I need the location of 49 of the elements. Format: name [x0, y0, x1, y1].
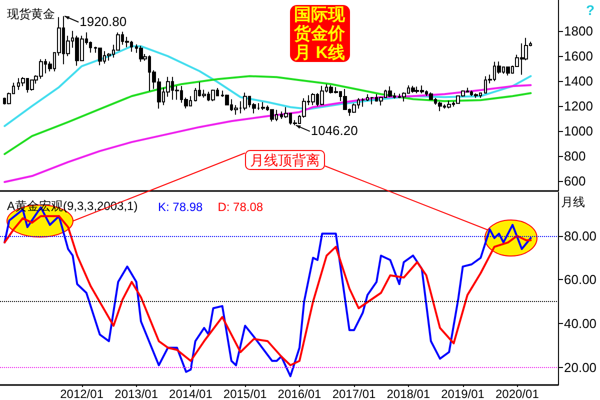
candlestick — [211, 89, 215, 102]
y-tick-label: 40.00 — [564, 316, 597, 332]
text: 月线 — [561, 194, 585, 211]
candlestick — [361, 98, 365, 108]
candlestick — [370, 96, 374, 105]
text: ? — [586, 2, 595, 18]
y-tick-label: 60.00 — [564, 272, 597, 288]
y-tick-label: 1400 — [564, 74, 593, 89]
candlestick — [139, 45, 143, 62]
candlestick — [311, 92, 315, 106]
x-tick-label: 2017/01 — [332, 387, 376, 400]
annotation: 国际现货金价月 K线 — [290, 5, 350, 62]
candlestick — [388, 86, 392, 98]
candlestick — [98, 47, 102, 66]
annotation: 1046.20 — [310, 123, 358, 138]
x-tick-label: 2015/01 — [223, 387, 268, 400]
candlestick — [270, 108, 274, 122]
annotation: 月线顶背离 — [245, 150, 325, 170]
line-series — [4, 45, 532, 128]
y-tick-label: 1600 — [564, 48, 593, 64]
text: K: 78.98 — [158, 200, 204, 214]
candlestick — [438, 101, 442, 112]
candlestick — [447, 100, 451, 109]
y-tick-label: 1000 — [564, 124, 593, 139]
line-series — [4, 84, 532, 184]
candlestick — [429, 92, 433, 100]
x-tick-label: 2020/01 — [495, 387, 540, 400]
y-tick-label: 20.00 — [564, 360, 597, 375]
text: D: 78.08 — [218, 200, 264, 214]
candlestick — [261, 102, 265, 110]
x-tick-label: 2016/01 — [278, 387, 322, 400]
candlestick — [411, 85, 415, 94]
annotation: 1920.80 — [80, 14, 127, 30]
y-tick-label: 600 — [564, 174, 586, 189]
y-tick-label: 800 — [564, 148, 586, 164]
candlestick — [506, 66, 510, 76]
x-tick-label: 2014/01 — [169, 387, 213, 400]
x-tick-label: 2018/01 — [386, 387, 430, 400]
candlestick — [474, 92, 478, 98]
x-tick-label: 2013/01 — [114, 387, 158, 400]
candlestick — [320, 85, 324, 106]
candlestick — [243, 92, 247, 111]
y-tick-label: 1200 — [564, 98, 593, 114]
y-tick-label: 80.00 — [564, 228, 597, 244]
candlestick — [30, 79, 34, 92]
y-tick-label: 1800 — [564, 24, 593, 39]
text: 现货黄金 — [7, 7, 55, 21]
x-tick-label: 2019/01 — [441, 387, 485, 400]
x-tick-label: 2012/01 — [60, 387, 104, 400]
